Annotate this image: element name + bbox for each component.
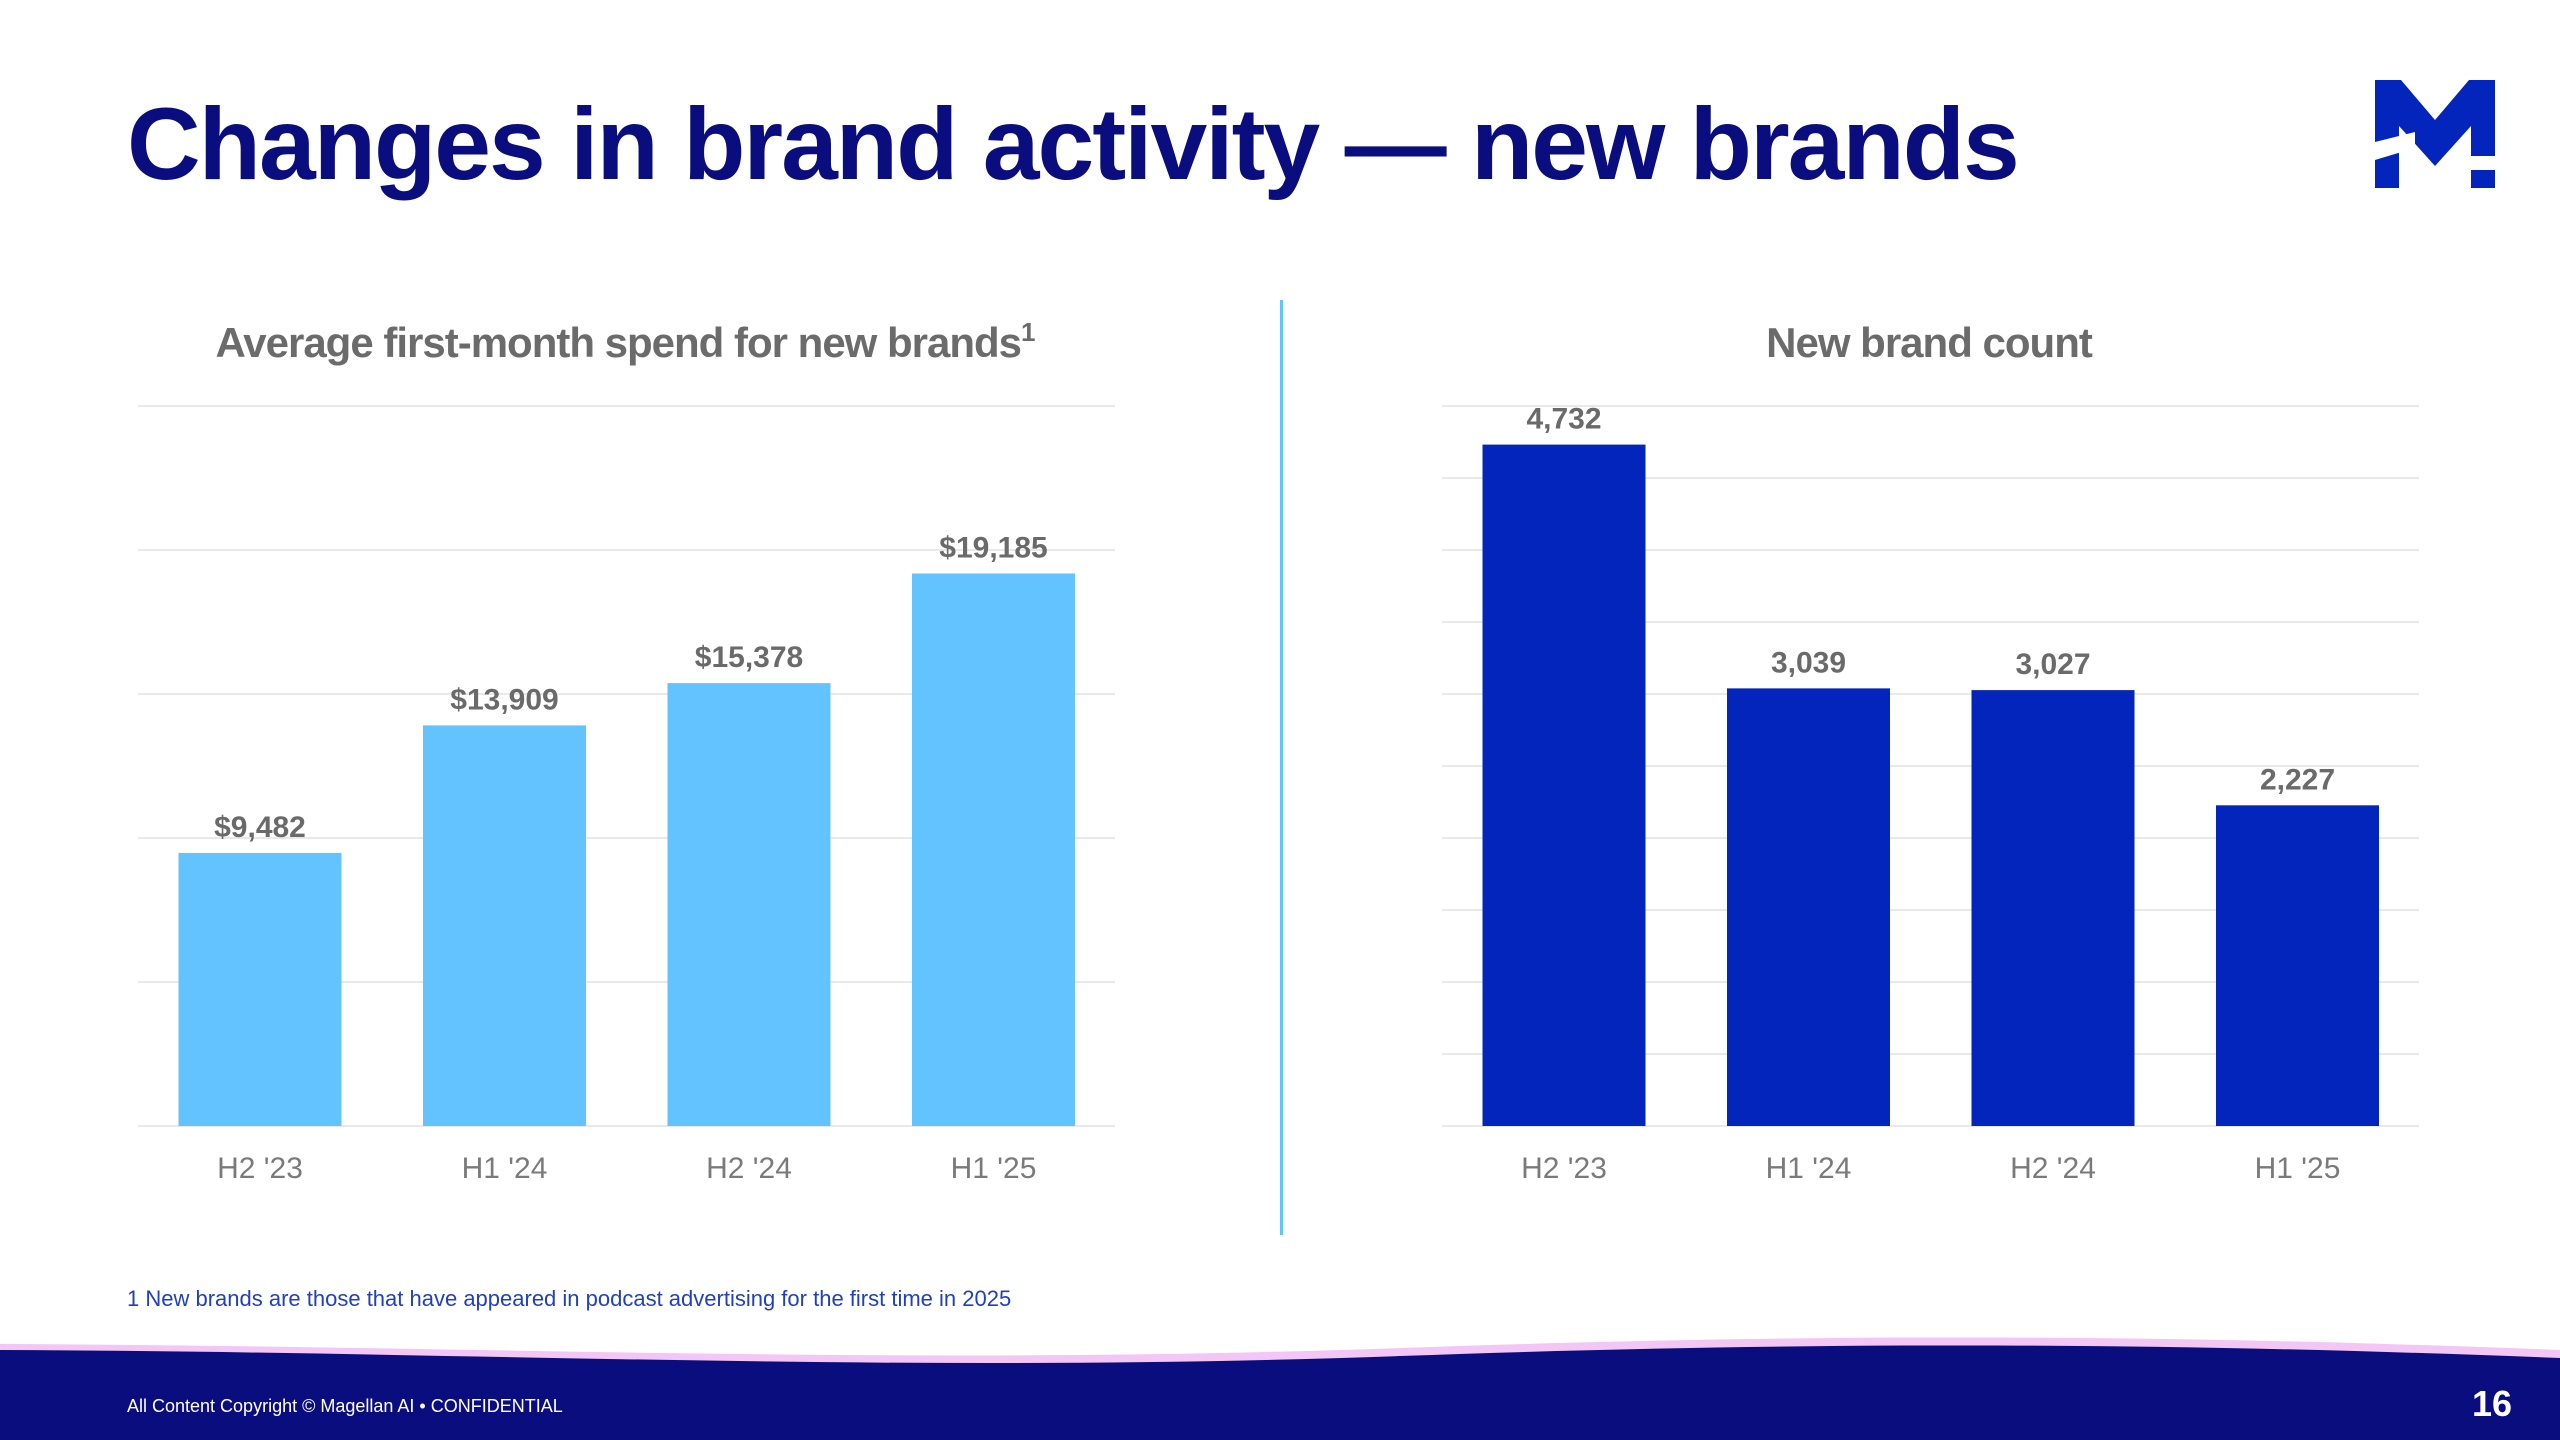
copyright-text: All Content Copyright © Magellan AI • CO… — [127, 1396, 563, 1416]
x-tick-label: H1 '24 — [462, 1152, 548, 1185]
bar-h1-25 — [912, 573, 1075, 1126]
data-label: $19,185 — [939, 531, 1047, 564]
data-label: $9,482 — [214, 811, 306, 844]
data-label: 4,732 — [1526, 403, 1601, 436]
chart-title: New brand count — [1766, 319, 2093, 366]
x-tick-label: H1 '25 — [951, 1152, 1037, 1185]
x-tick-label: H2 '23 — [217, 1152, 303, 1185]
footnote: 1 New brands are those that have appeare… — [127, 1286, 1012, 1311]
bar-h2-23 — [1482, 444, 1646, 1126]
data-label: 3,039 — [1771, 646, 1846, 679]
brand-count-chart-svg: New brand count 4,732 H2 '23 3,039 H1 '24 3,0… — [1442, 319, 2419, 1185]
new-brand-count-chart: New brand count 4,732 H2 '23 3,039 H1 '24 3,0… — [1434, 300, 2444, 1200]
bar-h1-25 — [2216, 805, 2379, 1126]
data-label: $15,378 — [695, 641, 803, 674]
x-tick-label: H1 '25 — [2255, 1152, 2341, 1185]
avg-spend-chart-svg: Average first-month spend for new brands… — [138, 317, 1115, 1185]
x-tick-label: H2 '24 — [706, 1152, 792, 1185]
data-label: $13,909 — [450, 683, 558, 716]
panel-divider — [1280, 300, 1283, 1235]
footer-band — [0, 1337, 2560, 1440]
page-title: Changes in brand activity — new brands — [127, 87, 2020, 201]
chart-title: Average first-month spend for new brands… — [215, 317, 1035, 366]
data-label: 3,027 — [2015, 648, 2090, 681]
footnote-marker: 1 — [1021, 317, 1035, 347]
bar-h1-24 — [423, 725, 586, 1126]
bar-h2-23 — [178, 852, 342, 1126]
bar-h2-24 — [667, 683, 831, 1126]
magellan-m-logo-icon — [2375, 80, 2495, 188]
x-tick-label: H2 '24 — [2010, 1152, 2096, 1185]
avg-first-month-spend-chart: Average first-month spend for new brands… — [130, 300, 1140, 1200]
bar-h1-24 — [1727, 688, 1890, 1126]
page-number: 16 — [2471, 1383, 2512, 1424]
x-tick-label: H1 '24 — [1766, 1152, 1852, 1185]
bar-h2-24 — [1971, 690, 2135, 1126]
data-label: 2,227 — [2260, 763, 2335, 796]
x-tick-label: H2 '23 — [1521, 1152, 1607, 1185]
